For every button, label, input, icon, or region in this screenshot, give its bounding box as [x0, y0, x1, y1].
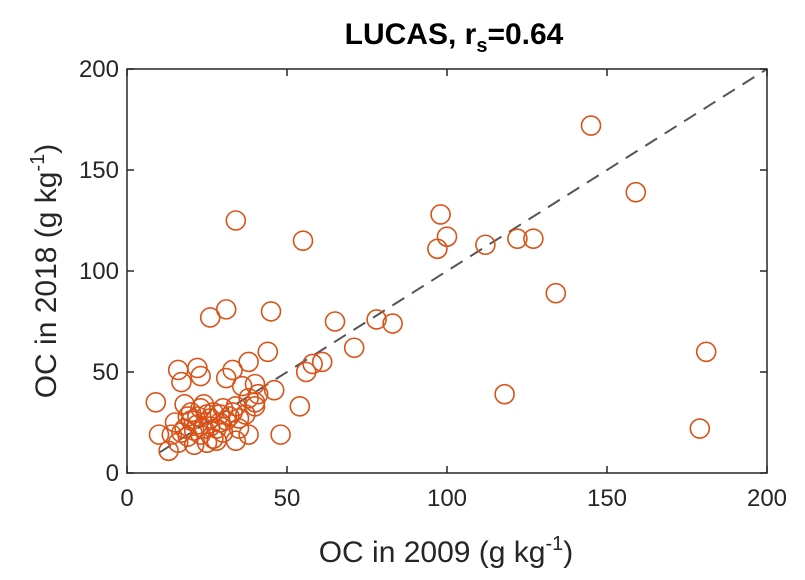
data-point	[215, 299, 237, 320]
data-point	[289, 396, 311, 417]
data-point	[215, 367, 237, 389]
data-point	[238, 387, 259, 409]
data-point	[235, 404, 256, 425]
data-point	[311, 351, 333, 373]
data-point	[244, 373, 266, 395]
y-axis-label: OC in 2018 (g kg-1)	[27, 144, 63, 399]
data-point	[199, 408, 221, 429]
data-point	[171, 371, 192, 393]
data-point	[196, 432, 218, 454]
data-point	[238, 351, 259, 373]
data-point	[427, 238, 448, 260]
data-point	[148, 424, 170, 445]
data-point	[689, 418, 711, 439]
data-point	[206, 430, 227, 451]
data-point	[158, 440, 179, 462]
y-tick-label: 50	[92, 359, 119, 386]
data-point	[302, 353, 323, 375]
data-point	[292, 230, 314, 251]
data-point	[225, 210, 247, 231]
data-point	[209, 404, 231, 425]
data-point	[222, 359, 243, 381]
x-tick-label: 100	[427, 485, 467, 512]
x-axis-label: OC in 2009 (g kg-1)	[319, 533, 574, 569]
data-point	[228, 408, 250, 429]
data-point	[580, 115, 602, 136]
data-point	[625, 181, 647, 203]
y-tick-label: 0	[106, 460, 119, 487]
x-tick-label: 50	[274, 485, 301, 512]
data-point	[475, 234, 496, 256]
y-tick-label: 100	[79, 258, 119, 285]
x-tick-label: 0	[120, 485, 133, 512]
data-point	[324, 311, 346, 332]
data-point	[167, 359, 189, 381]
data-point	[270, 424, 291, 445]
data-point	[545, 282, 567, 304]
data-point	[228, 418, 250, 439]
chart-title: LUCAS, rs=0.64	[345, 18, 564, 57]
data-point	[260, 301, 282, 322]
data-point	[695, 341, 717, 363]
data-point	[183, 434, 205, 456]
data-point	[366, 309, 387, 330]
x-tick-label: 150	[587, 485, 627, 512]
data-point	[161, 424, 183, 445]
y-tick-label: 150	[79, 157, 119, 184]
data-point	[382, 313, 403, 334]
data-point	[430, 204, 451, 225]
data-point	[523, 228, 544, 249]
data-point	[190, 365, 211, 387]
data-point	[145, 391, 167, 413]
data-point	[494, 383, 515, 405]
data-point	[343, 337, 365, 359]
data-point	[187, 406, 208, 427]
data-point	[199, 307, 221, 328]
data-point	[231, 375, 253, 397]
data-point	[295, 361, 317, 383]
data-point	[507, 228, 528, 249]
data-point	[193, 394, 215, 415]
x-tick-label: 200	[747, 485, 787, 512]
y-tick-label: 200	[79, 56, 119, 83]
data-point	[263, 379, 285, 401]
reference-line	[158, 68, 768, 454]
data-point	[436, 226, 458, 247]
data-point	[257, 341, 279, 363]
